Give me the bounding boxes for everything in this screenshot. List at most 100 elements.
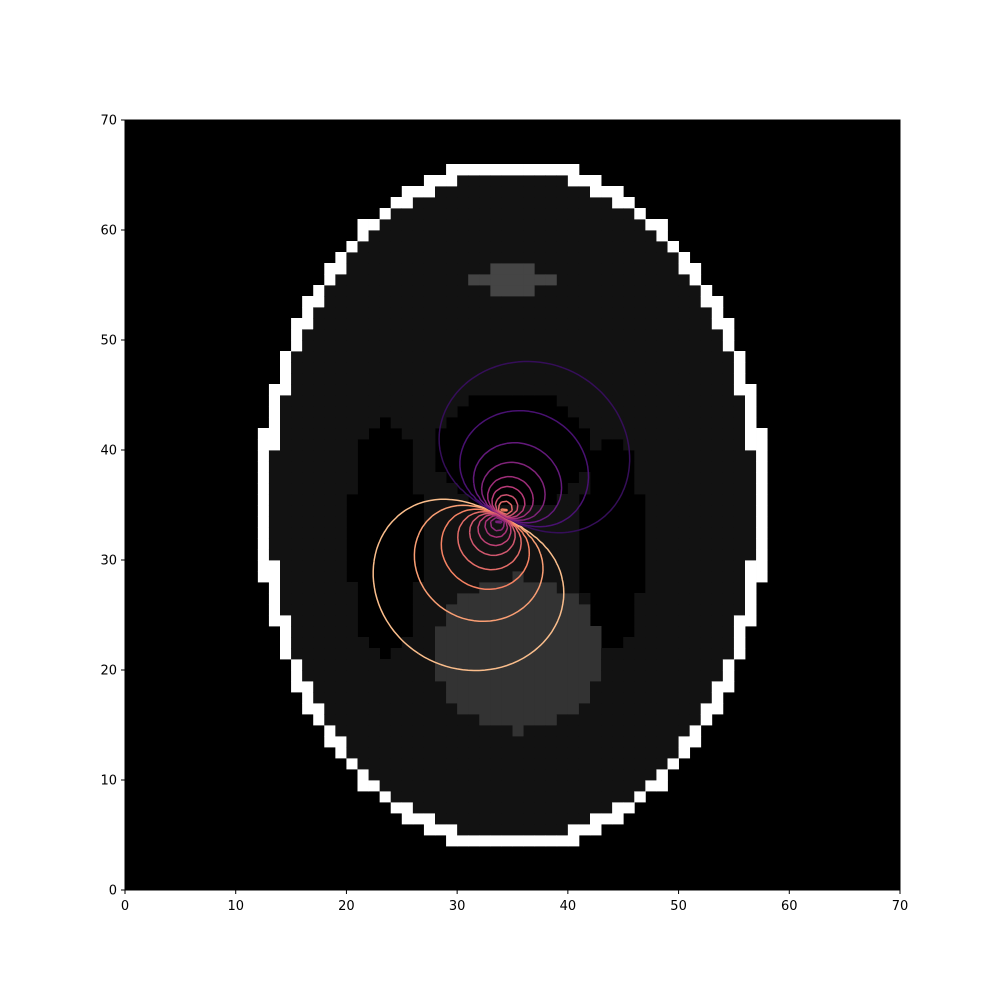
image-pixel xyxy=(346,714,358,726)
image-pixel xyxy=(280,395,292,407)
image-pixel xyxy=(623,791,635,803)
image-pixel xyxy=(302,681,314,693)
image-pixel xyxy=(412,626,425,638)
image-pixel xyxy=(446,780,458,792)
image-pixel xyxy=(446,340,458,352)
image-pixel xyxy=(412,780,425,792)
image-pixel xyxy=(412,439,425,451)
image-pixel xyxy=(446,637,458,649)
image-pixel xyxy=(523,813,536,825)
image-pixel xyxy=(423,615,436,627)
image-pixel xyxy=(435,274,447,286)
image-pixel xyxy=(612,714,624,726)
image-pixel xyxy=(656,263,668,275)
image-pixel xyxy=(556,714,569,726)
image-pixel xyxy=(733,538,746,550)
image-pixel xyxy=(302,307,314,319)
image-pixel xyxy=(313,615,325,627)
image-pixel xyxy=(257,428,270,440)
image-pixel xyxy=(346,648,358,660)
image-pixel xyxy=(291,373,303,385)
image-pixel xyxy=(390,395,403,407)
image-pixel xyxy=(534,263,547,275)
image-pixel xyxy=(446,186,458,198)
image-pixel xyxy=(423,582,436,594)
image-pixel xyxy=(490,362,502,374)
image-pixel xyxy=(401,813,414,825)
image-pixel xyxy=(423,637,436,649)
image-pixel xyxy=(435,296,447,308)
image-pixel xyxy=(401,670,414,682)
image-pixel xyxy=(435,549,447,561)
image-pixel xyxy=(590,417,602,429)
image-pixel xyxy=(257,571,270,583)
image-pixel xyxy=(313,560,325,572)
image-pixel xyxy=(545,373,558,385)
contour-line xyxy=(494,520,503,524)
image-pixel xyxy=(412,736,425,748)
image-pixel xyxy=(578,593,591,605)
image-pixel xyxy=(667,593,679,605)
image-pixel xyxy=(423,219,436,231)
image-pixel xyxy=(490,747,502,759)
image-pixel xyxy=(468,604,480,616)
image-pixel xyxy=(578,780,591,792)
image-pixel xyxy=(700,439,713,451)
image-pixel xyxy=(656,296,668,308)
image-pixel xyxy=(302,483,314,495)
image-pixel xyxy=(379,791,392,803)
image-pixel xyxy=(578,263,591,275)
image-pixel xyxy=(390,703,403,715)
image-pixel xyxy=(656,274,668,286)
image-pixel xyxy=(700,494,713,506)
image-pixel xyxy=(302,318,314,330)
image-pixel xyxy=(623,395,635,407)
image-pixel xyxy=(446,175,458,187)
image-pixel xyxy=(357,681,369,693)
image-pixel xyxy=(556,725,569,737)
image-pixel xyxy=(490,384,502,396)
image-pixel xyxy=(601,230,613,242)
image-pixel xyxy=(401,197,414,209)
image-pixel xyxy=(722,659,735,671)
image-pixel xyxy=(678,461,691,473)
image-pixel xyxy=(435,769,447,781)
image-pixel xyxy=(667,450,679,462)
image-pixel xyxy=(412,208,425,220)
image-pixel xyxy=(468,791,480,803)
image-pixel xyxy=(324,351,336,363)
image-pixel xyxy=(556,197,569,209)
image-pixel xyxy=(745,505,757,517)
image-pixel xyxy=(512,241,524,253)
image-pixel xyxy=(667,296,679,308)
image-pixel xyxy=(512,186,524,198)
image-pixel xyxy=(423,428,436,440)
image-pixel xyxy=(490,307,502,319)
image-pixel xyxy=(567,626,580,638)
image-pixel xyxy=(268,549,281,561)
image-pixel xyxy=(268,395,281,407)
image-pixel xyxy=(446,582,458,594)
image-pixel xyxy=(490,527,502,539)
image-pixel xyxy=(268,428,281,440)
image-pixel xyxy=(689,736,702,748)
image-pixel xyxy=(479,626,491,638)
image-pixel xyxy=(534,318,547,330)
image-pixel xyxy=(423,648,436,660)
image-pixel xyxy=(446,406,458,418)
image-pixel xyxy=(379,318,392,330)
image-pixel xyxy=(689,692,702,704)
image-pixel xyxy=(534,340,547,352)
image-pixel xyxy=(379,351,392,363)
image-pixel xyxy=(578,604,591,616)
image-pixel xyxy=(678,703,691,715)
image-pixel xyxy=(623,208,635,220)
image-pixel xyxy=(490,560,502,572)
image-pixel xyxy=(722,340,735,352)
image-pixel xyxy=(435,307,447,319)
image-pixel xyxy=(268,571,281,583)
image-pixel xyxy=(578,714,591,726)
image-pixel xyxy=(257,516,270,528)
image-pixel xyxy=(634,274,646,286)
image-pixel xyxy=(545,692,558,704)
